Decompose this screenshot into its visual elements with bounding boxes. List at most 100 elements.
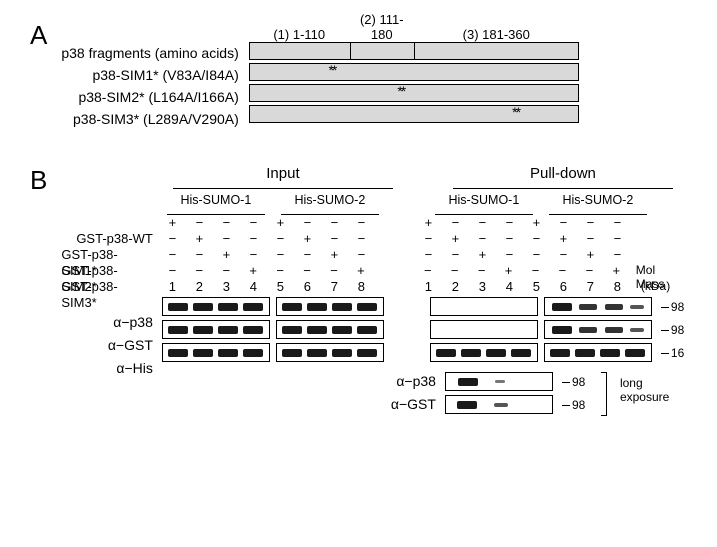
presence-mark: − bbox=[213, 215, 240, 231]
band bbox=[458, 378, 478, 386]
mw-tick: 98 bbox=[562, 398, 585, 412]
band bbox=[332, 326, 352, 334]
long-exposure-area: α−p38 α−GST 9898long exposure bbox=[159, 370, 687, 416]
plus-minus-block: +−−−+−−−+−−−+−−−−+−−−+−−−+−−−+−−−−+−−−+−… bbox=[159, 215, 687, 279]
presence-mark: − bbox=[523, 231, 550, 247]
lane-number: 4 bbox=[240, 279, 267, 295]
bar-sim1: ** bbox=[249, 63, 579, 81]
presence-mark: − bbox=[186, 263, 213, 279]
lane-number: 7 bbox=[321, 279, 348, 295]
presence-mark: − bbox=[321, 231, 348, 247]
presence-mark: − bbox=[240, 231, 267, 247]
presence-mark: − bbox=[549, 263, 576, 279]
fragment-header: (1) 1-110(2) 111-180(3) 181-360 bbox=[249, 20, 579, 42]
mutation-marker: ** bbox=[397, 83, 404, 99]
blot-box bbox=[276, 343, 384, 362]
fragment-label: (2) 111-180 bbox=[350, 12, 414, 42]
lane-number: 1 bbox=[159, 279, 186, 295]
presence-mark: + bbox=[469, 247, 496, 263]
panel-a-bars: (1) 1-110(2) 111-180(3) 181-360 ** ** ** bbox=[249, 20, 579, 130]
construct-sim1: GST-p38-SIM1* bbox=[61, 247, 153, 263]
presence-mark: − bbox=[321, 263, 348, 279]
presence-mark: − bbox=[159, 247, 186, 263]
presence-mark: − bbox=[321, 215, 348, 231]
band bbox=[436, 349, 456, 357]
band bbox=[494, 403, 508, 407]
construct-sim3: GST-p38-SIM3* bbox=[61, 279, 153, 295]
mutation-marker: ** bbox=[328, 62, 335, 78]
blot-box bbox=[430, 297, 538, 316]
presence-mark: − bbox=[496, 231, 523, 247]
panel-b-letter: B bbox=[30, 165, 47, 196]
fragment-label: (3) 181-360 bbox=[414, 27, 579, 42]
antibody-gst: α−GST bbox=[108, 334, 153, 357]
band bbox=[218, 349, 238, 357]
mw-tick: 98 bbox=[661, 323, 684, 337]
presence-mark: − bbox=[442, 215, 469, 231]
presence-mark: − bbox=[240, 215, 267, 231]
blot-box bbox=[276, 320, 384, 339]
panel-b: B GST-p38-WT GST-p38-SIM1* GST-p38-SIM2*… bbox=[30, 165, 687, 416]
mw-tick: 98 bbox=[661, 300, 684, 314]
presence-mark: − bbox=[348, 215, 375, 231]
mutation-marker: ** bbox=[512, 104, 519, 120]
panel-a-row-labels: p38 fragments (amino acids) p38-SIM1* (V… bbox=[61, 42, 238, 130]
band bbox=[193, 303, 213, 311]
presence-mark: − bbox=[414, 263, 441, 279]
band bbox=[605, 304, 623, 310]
band bbox=[243, 349, 263, 357]
short-exposure-blots: 989816short exposure bbox=[159, 295, 687, 364]
label-pulldown: Pull-down bbox=[453, 165, 673, 187]
band bbox=[193, 349, 213, 357]
band bbox=[193, 326, 213, 334]
long-ab-gst: α−GST bbox=[391, 393, 436, 416]
band bbox=[168, 349, 188, 357]
presence-mark: + bbox=[415, 215, 442, 231]
band bbox=[282, 326, 302, 334]
lane-number-row: 1234567812345678(kDa) bbox=[159, 279, 687, 295]
lane-number: 3 bbox=[213, 279, 240, 295]
presence-mark: + bbox=[550, 231, 577, 247]
band bbox=[357, 303, 377, 311]
presence-mark: − bbox=[523, 247, 550, 263]
presence-mark: + bbox=[240, 263, 267, 279]
presence-mark: − bbox=[577, 215, 604, 231]
blot-box bbox=[162, 343, 270, 362]
band bbox=[630, 305, 644, 309]
band bbox=[332, 303, 352, 311]
fragment-label: (1) 1-110 bbox=[249, 27, 350, 42]
lane-number: 2 bbox=[442, 279, 469, 295]
band bbox=[307, 303, 327, 311]
presence-mark: − bbox=[294, 263, 321, 279]
lane-number: 6 bbox=[550, 279, 577, 295]
blot-box bbox=[430, 343, 538, 362]
band bbox=[168, 326, 188, 334]
presence-mark: + bbox=[267, 215, 294, 231]
band bbox=[575, 349, 595, 357]
presence-mark: − bbox=[469, 231, 496, 247]
sumo-label: His-SUMO-1 bbox=[429, 193, 539, 215]
presence-mark: − bbox=[415, 231, 442, 247]
presence-mark: + bbox=[523, 215, 550, 231]
presence-mark: − bbox=[604, 215, 631, 231]
band bbox=[357, 326, 377, 334]
blot-box bbox=[162, 297, 270, 316]
blot-box bbox=[544, 320, 652, 339]
antibody-his: α−His bbox=[116, 357, 153, 380]
sumo-label-row: His-SUMO-1His-SUMO-2His-SUMO-1His-SUMO-2 bbox=[159, 193, 687, 215]
presence-mark: + bbox=[603, 263, 630, 279]
band bbox=[552, 303, 572, 311]
long-exposure-blots: 9898long exposure bbox=[442, 370, 585, 416]
band bbox=[457, 401, 477, 409]
presence-mark: − bbox=[604, 247, 631, 263]
blot-box bbox=[162, 320, 270, 339]
top-label-row: Input Pull-down bbox=[159, 165, 687, 187]
band bbox=[243, 326, 263, 334]
label-fragments: p38 fragments (amino acids) bbox=[61, 42, 238, 64]
band bbox=[630, 328, 644, 332]
presence-mark: − bbox=[415, 247, 442, 263]
band bbox=[486, 349, 506, 357]
lane-number: 2 bbox=[186, 279, 213, 295]
lane-number: 6 bbox=[294, 279, 321, 295]
lane-number: 3 bbox=[469, 279, 496, 295]
